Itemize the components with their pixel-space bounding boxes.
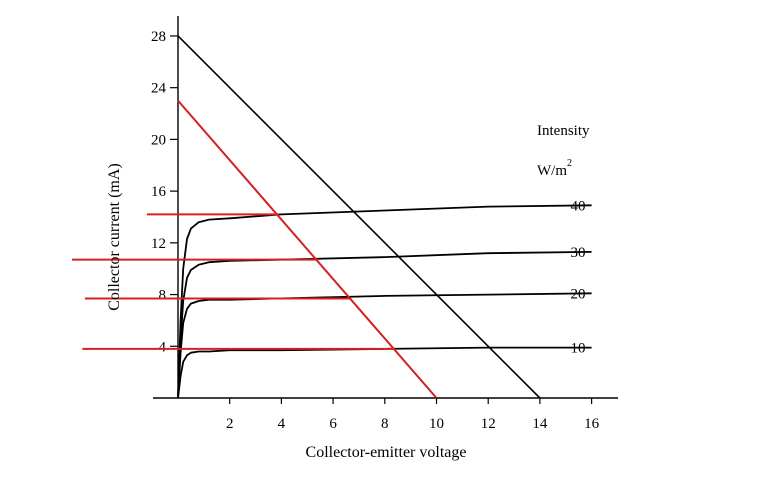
legend-unit: W/m2: [537, 158, 572, 179]
series-label-40: 40: [571, 198, 586, 214]
x-tick-label: 16: [584, 416, 600, 432]
x-tick-label: 14: [532, 416, 548, 432]
y-tick-label: 12: [151, 236, 166, 252]
load-line-2: [177, 99, 438, 399]
x-tick-label: 2: [226, 416, 234, 432]
legend-unit-base: W/m: [537, 163, 567, 179]
x-tick-label: 4: [278, 416, 286, 432]
x-tick-label: 10: [429, 416, 444, 432]
load-line-1: [177, 35, 541, 399]
grid-layer: 40 30 20 10: [177, 35, 592, 399]
y-tick-label: 4: [159, 339, 167, 355]
legend-unit-superscript: 2: [567, 158, 572, 169]
y-tick-label: 16: [151, 184, 167, 200]
series-line-10: [177, 346, 592, 399]
y-tick-label: 8: [159, 288, 167, 304]
series-label-30: 30: [571, 245, 586, 261]
legend-title: Intensity: [537, 123, 590, 139]
x-tick-label: 8: [381, 416, 389, 432]
x-tick-label: 12: [481, 416, 496, 432]
y-axis-title: Collector current (mA): [106, 163, 123, 311]
series-line-30: [177, 251, 592, 399]
x-tick-label: 6: [329, 416, 337, 432]
series-label-10: 10: [571, 341, 586, 357]
series-label-20: 20: [571, 286, 586, 302]
x-axis-title: Collector-emitter voltage: [306, 444, 467, 461]
series-line-20: [177, 292, 592, 399]
legend: Intensity W/m2: [537, 123, 590, 179]
y-tick-label: 20: [151, 132, 166, 148]
y-tick-label: 28: [151, 29, 166, 45]
annotation-layer: [72, 99, 438, 399]
y-tick-label: 24: [151, 81, 167, 97]
series-line-40: [177, 204, 592, 399]
